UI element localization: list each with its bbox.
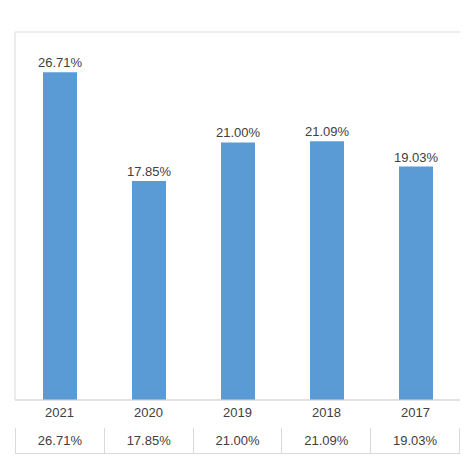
html-text:17.85%: 17.85% [126,433,171,448]
html-text:26.71%: 26.71% [37,433,82,448]
svg-text:2017: 2017 [401,405,430,420]
svg-text:2019: 2019 [223,405,252,420]
html-text:21.00%: 21.00% [215,433,260,448]
svg-text:2021: 2021 [45,405,74,420]
html-text:19.03%: 19.03% [393,433,438,448]
svg-text:2020: 2020 [134,405,163,420]
svg-text:26.71%: 26.71% [38,55,83,70]
svg-text:21.00%: 21.00% [216,125,261,140]
html-text:21.09%: 21.09% [304,433,349,448]
svg-text:21.09%: 21.09% [305,124,350,139]
svg-text:2018: 2018 [312,405,341,420]
svg-text:17.85%: 17.85% [127,164,172,179]
svg-text:19.03%: 19.03% [394,150,439,165]
